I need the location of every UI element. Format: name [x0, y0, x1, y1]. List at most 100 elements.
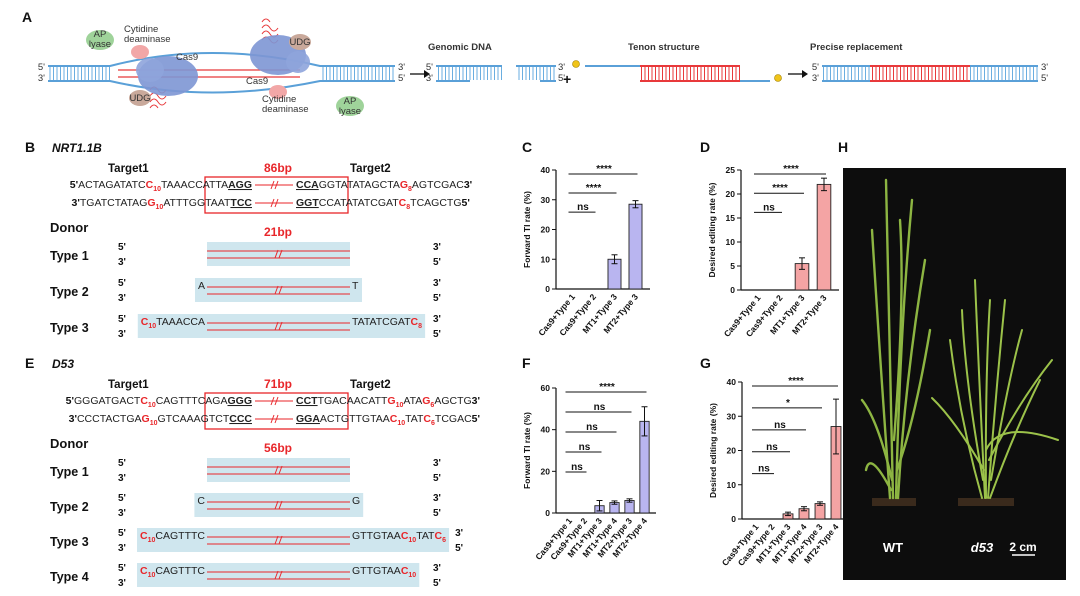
- donor-length: 21bp: [264, 225, 292, 239]
- sequence: GTTGTAAC10: [352, 565, 416, 579]
- strand-end: 3': [433, 278, 441, 289]
- sequence: 5'ACTAGATATCC10TAAACCATTAAGG: [70, 179, 252, 193]
- sequence-segment: TGACAACATT: [318, 395, 388, 407]
- sequence-segment: AGG: [228, 179, 252, 191]
- significance-label: ns: [579, 442, 591, 453]
- sequence-segment: ATA: [403, 395, 422, 407]
- sequence-segment: 5': [462, 197, 470, 209]
- sequence: C10CAGTTTC: [140, 530, 205, 544]
- significance-label: ****: [599, 382, 615, 393]
- sequence-segment: 3': [472, 395, 480, 407]
- photo-label: d53: [971, 540, 994, 555]
- protein-label: Cas9: [246, 76, 268, 87]
- break-mark: [274, 500, 279, 510]
- y-tick-label: 20: [541, 466, 551, 476]
- donor-box: [194, 278, 362, 302]
- sequence: C10TAAACCA: [141, 316, 205, 330]
- significance-label: ns: [577, 202, 589, 213]
- plus-sign: +: [563, 71, 571, 87]
- strand-end: 3': [118, 473, 126, 484]
- gene-name: NRT1.1B: [52, 141, 102, 155]
- y-tick-label: 5: [730, 261, 735, 271]
- strand-end: 3': [118, 257, 126, 268]
- strand-end: 5': [433, 578, 441, 589]
- sequence-segment: C: [399, 197, 407, 209]
- bar: [628, 203, 643, 290]
- donor-type: Type 3: [50, 535, 89, 549]
- donor-box: [207, 242, 350, 266]
- sequence-segment: 6: [430, 402, 434, 409]
- break-mark: [274, 249, 279, 259]
- sequence-segment: GGGATGACT: [74, 395, 141, 407]
- sequence: 5'GGGATGACTC10CAGTTTCAGAGGG: [66, 395, 252, 409]
- sequence-segment: CCATATATCGAT: [319, 197, 399, 209]
- break-mark: [270, 198, 275, 208]
- strand-end: 5': [118, 314, 126, 325]
- y-tick-label: 40: [541, 425, 551, 435]
- sequence-segment: CAGTTTC: [155, 565, 205, 577]
- sequence-segment: GTCAAAGTCT: [157, 413, 229, 425]
- step-label: Precise replacement: [810, 42, 903, 53]
- bar: [814, 503, 826, 520]
- significance-label: ns: [766, 442, 778, 453]
- sequence-segment: CCA: [296, 179, 319, 191]
- strand-end: 5': [433, 293, 441, 304]
- strand-end: 5': [118, 278, 126, 289]
- sequence-segment: 3': [69, 413, 77, 425]
- panel-label: G: [700, 355, 711, 371]
- y-tick-label: 15: [726, 213, 736, 223]
- break-mark: [278, 321, 283, 331]
- strand-end: 3': [433, 493, 441, 504]
- sequence-segment: 5': [70, 179, 78, 191]
- sequence-segment: TAT: [405, 413, 424, 425]
- y-tick-label: 10: [541, 254, 551, 264]
- gene-name: D53: [52, 357, 74, 371]
- y-axis-label: Forward TI rate (%): [522, 412, 532, 489]
- strand-end: 3': [433, 458, 441, 469]
- donor-length: 56bp: [264, 441, 292, 455]
- strand-end: 5': [433, 508, 441, 519]
- sequence-segment: CAGTTTCAGA: [156, 395, 228, 407]
- strand-end: 5': [118, 493, 126, 504]
- sequence-segment: C: [140, 530, 148, 542]
- sequence-segment: 10: [408, 572, 416, 579]
- break-mark: [274, 465, 279, 475]
- sequence-segment: GGA: [296, 413, 320, 425]
- sequence-segment: GTTGTAA: [352, 565, 401, 577]
- y-axis-label: Desired editing rate (%): [708, 403, 718, 498]
- sequence-segment: C: [197, 495, 205, 507]
- strand-end: 3': [433, 314, 441, 325]
- sequence-segment: 10: [396, 402, 404, 409]
- strand-end: 5': [1041, 73, 1048, 84]
- protein-label: UDG: [289, 37, 310, 48]
- sequence: GGAACTGTTGTAAC10TATC6TCGAC5': [296, 413, 480, 427]
- strand-end: 5': [118, 563, 126, 574]
- sequence-segment: GGT: [296, 197, 319, 209]
- target-label: Target2: [350, 379, 391, 391]
- strand-end: 5': [118, 242, 126, 253]
- sequence-segment: G: [400, 179, 408, 191]
- protein-label: deaminase: [124, 34, 170, 45]
- sequence-segment: G: [422, 395, 430, 407]
- sequence-segment: C: [140, 395, 148, 407]
- sequence-segment: 10: [408, 537, 416, 544]
- strand-end: 5': [812, 62, 819, 73]
- significance-label: ns: [758, 464, 770, 475]
- sequence-segment: TAAACCATTA: [161, 179, 228, 191]
- strand-end: 5': [433, 473, 441, 484]
- sequence-segment: 8: [406, 204, 410, 211]
- strand-end: 3': [118, 329, 126, 340]
- sequence-segment: G: [387, 395, 395, 407]
- donor-type: Type 2: [50, 285, 89, 299]
- target-label: Target1: [108, 379, 149, 391]
- sequence-segment: C: [423, 413, 431, 425]
- strand-end: 3': [812, 73, 819, 84]
- break-mark: [270, 414, 275, 424]
- donor-heading: Donor: [50, 436, 88, 451]
- sequence: TATATCGATC8: [352, 316, 422, 330]
- sequence-segment: 10: [156, 204, 164, 211]
- donor-type: Type 1: [50, 465, 89, 479]
- significance-label: ns: [594, 402, 606, 413]
- sequence-segment: TAT: [416, 530, 435, 542]
- sequence-segment: ACTGTTGTAA: [320, 413, 390, 425]
